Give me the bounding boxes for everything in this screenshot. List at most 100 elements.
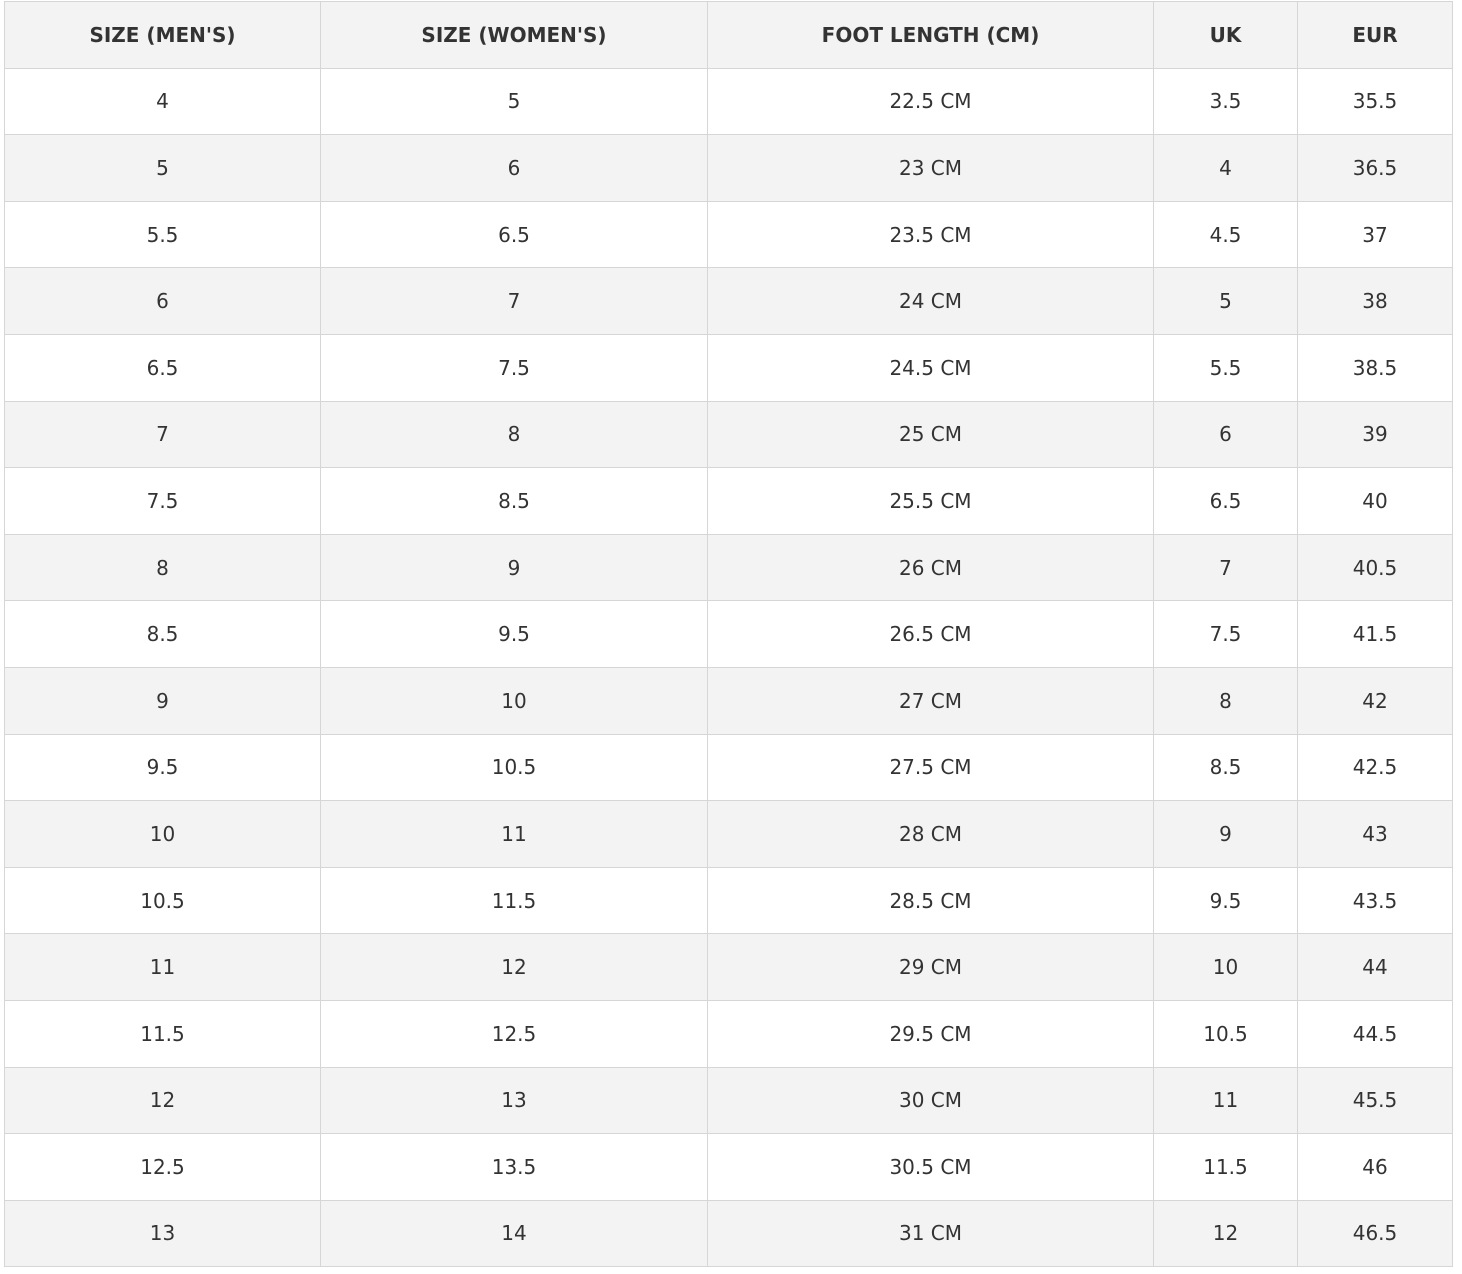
table-cell: 36.5 <box>1297 134 1453 202</box>
table-cell: 10 <box>4 800 321 868</box>
table-cell: 8.5 <box>320 467 708 535</box>
table-cell: 9.5 <box>1153 866 1298 935</box>
table-cell: 11.5 <box>320 866 708 935</box>
table-cell: 11.5 <box>4 999 321 1068</box>
table-header: SIZE (MEN'S) SIZE (WOMEN'S) FOOT LENGTH (C… <box>4 1 1453 69</box>
table-row: 12.5 13.5 30.5 CM 11.5 46 <box>4 1133 1453 1201</box>
table-cell: 43 <box>1297 800 1453 868</box>
table-cell: 7.5 <box>4 467 321 535</box>
table-row: 13 14 31 CM 12 46.5 <box>4 1199 1453 1268</box>
table-cell: 13 <box>320 1066 708 1135</box>
table-cell: 9 <box>320 533 708 602</box>
table-cell: 35.5 <box>1297 67 1453 136</box>
table-cell: 43.5 <box>1297 866 1453 935</box>
table-row: 5 6 23 CM 4 36.5 <box>4 134 1453 202</box>
table-cell: 4 <box>1153 134 1298 202</box>
table-cell: 5.5 <box>1153 333 1298 402</box>
table-cell: 12.5 <box>320 999 708 1068</box>
table-cell: 6 <box>320 134 708 202</box>
table-cell: 29 CM <box>707 933 1154 1001</box>
table-cell: 6 <box>4 267 321 335</box>
table-cell: 37 <box>1297 200 1453 269</box>
table-row: 9 10 27 CM 8 42 <box>4 666 1453 735</box>
table-cell: 9.5 <box>320 600 708 668</box>
table-cell: 12 <box>4 1066 321 1135</box>
table-row: 8 9 26 CM 7 40.5 <box>4 533 1453 602</box>
table-cell: 27.5 CM <box>707 733 1154 802</box>
table-cell: 42.5 <box>1297 733 1453 802</box>
table-cell: 5.5 <box>4 200 321 269</box>
table-cell: 5 <box>4 134 321 202</box>
header-cell: SIZE (WOMEN'S) <box>320 1 708 69</box>
table-cell: 22.5 CM <box>707 67 1154 136</box>
table-cell: 26 CM <box>707 533 1154 602</box>
table-cell: 11.5 <box>1153 1133 1298 1201</box>
table-cell: 12 <box>1153 1199 1298 1268</box>
table-cell: 11 <box>4 933 321 1001</box>
table-cell: 4 <box>4 67 321 136</box>
table-cell: 12 <box>320 933 708 1001</box>
table-cell: 7 <box>320 267 708 335</box>
table-row: 11.5 12.5 29.5 CM 10.5 44.5 <box>4 999 1453 1068</box>
header-row: SIZE (MEN'S) SIZE (WOMEN'S) FOOT LENGTH (C… <box>4 1 1453 69</box>
table-cell: 8 <box>1153 666 1298 735</box>
table-cell: 38 <box>1297 267 1453 335</box>
table-cell: 7.5 <box>1153 600 1298 668</box>
table-cell: 29.5 CM <box>707 999 1154 1068</box>
table-cell: 7.5 <box>320 333 708 402</box>
table-row: 11 12 29 CM 10 44 <box>4 933 1453 1001</box>
table-row: 10.5 11.5 28.5 CM 9.5 43.5 <box>4 866 1453 935</box>
table-cell: 26.5 CM <box>707 600 1154 668</box>
table-row: 7.5 8.5 25.5 CM 6.5 40 <box>4 467 1453 535</box>
table-cell: 30.5 CM <box>707 1133 1154 1201</box>
table-cell: 28.5 CM <box>707 866 1154 935</box>
header-cell: SIZE (MEN'S) <box>4 1 321 69</box>
table-cell: 10.5 <box>4 866 321 935</box>
table-cell: 30 CM <box>707 1066 1154 1135</box>
table-row: 10 11 28 CM 9 43 <box>4 800 1453 868</box>
table-row: 6 7 24 CM 5 38 <box>4 267 1453 335</box>
table-cell: 41.5 <box>1297 600 1453 668</box>
table-cell: 24 CM <box>707 267 1154 335</box>
table-cell: 5 <box>320 67 708 136</box>
header-cell: EUR <box>1297 1 1453 69</box>
table-cell: 8 <box>320 400 708 469</box>
table-cell: 44.5 <box>1297 999 1453 1068</box>
table-cell: 6.5 <box>320 200 708 269</box>
table-cell: 42 <box>1297 666 1453 735</box>
table-cell: 7 <box>1153 533 1298 602</box>
header-cell: UK <box>1153 1 1298 69</box>
table-cell: 6.5 <box>1153 467 1298 535</box>
table-cell: 24.5 CM <box>707 333 1154 402</box>
table-cell: 8.5 <box>1153 733 1298 802</box>
table-cell: 46 <box>1297 1133 1453 1201</box>
table-cell: 3.5 <box>1153 67 1298 136</box>
header-cell: FOOT LENGTH (CM) <box>707 1 1154 69</box>
size-table: SIZE (MEN'S) SIZE (WOMEN'S) FOOT LENGTH (C… <box>4 1 1453 1268</box>
table-cell: 25 CM <box>707 400 1154 469</box>
table-cell: 10 <box>320 666 708 735</box>
table-cell: 12.5 <box>4 1133 321 1201</box>
table-cell: 8.5 <box>4 600 321 668</box>
table-cell: 40 <box>1297 467 1453 535</box>
table-body: 4 5 22.5 CM 3.5 35.5 5 6 23 CM 4 36.5 5.5 6.5 23.5 C… <box>4 67 1453 1268</box>
table-cell: 6 <box>1153 400 1298 469</box>
table-row: 12 13 30 CM 11 45.5 <box>4 1066 1453 1135</box>
table-cell: 9 <box>4 666 321 735</box>
table-cell: 7 <box>4 400 321 469</box>
table-cell: 10 <box>1153 933 1298 1001</box>
table-cell: 27 CM <box>707 666 1154 735</box>
table-cell: 13 <box>4 1199 321 1268</box>
table-row: 9.5 10.5 27.5 CM 8.5 42.5 <box>4 733 1453 802</box>
table-row: 4 5 22.5 CM 3.5 35.5 <box>4 67 1453 136</box>
table-cell: 11 <box>320 800 708 868</box>
table-cell: 31 CM <box>707 1199 1154 1268</box>
table-cell: 23.5 CM <box>707 200 1154 269</box>
table-cell: 8 <box>4 533 321 602</box>
table-row: 7 8 25 CM 6 39 <box>4 400 1453 469</box>
table-cell: 11 <box>1153 1066 1298 1135</box>
table-cell: 10.5 <box>1153 999 1298 1068</box>
table-cell: 14 <box>320 1199 708 1268</box>
table-cell: 40.5 <box>1297 533 1453 602</box>
